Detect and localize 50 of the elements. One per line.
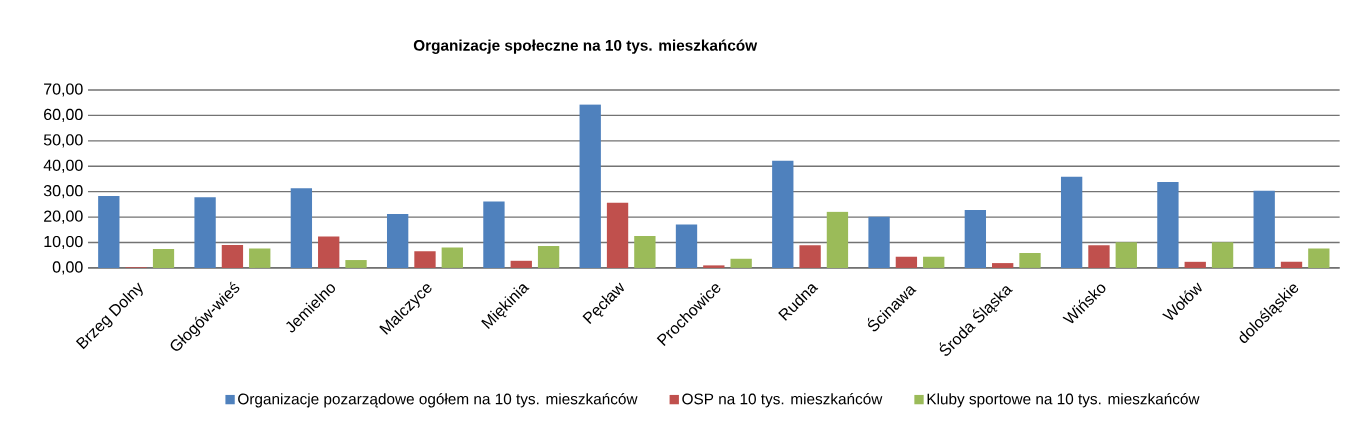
legend-label: Organizacje pozarządowe ogółem na 10 tys. mieszkańców <box>238 393 638 408</box>
y-tick-label: 50,00 <box>43 134 83 148</box>
bar <box>98 196 120 268</box>
y-tick-label: 70,00 <box>44 83 83 97</box>
chart-title: Organizacje społeczne na 10 tys. mieszkańców <box>413 39 758 54</box>
bar <box>1184 261 1206 268</box>
y-tick-label: 10,00 <box>44 235 83 250</box>
bar <box>895 256 918 268</box>
bar <box>290 188 313 268</box>
bar <box>1019 252 1041 268</box>
bar <box>923 256 945 268</box>
y-tick-label: 40,00 <box>43 159 83 173</box>
bar <box>510 260 532 268</box>
bar <box>868 216 890 268</box>
bar <box>1280 261 1303 268</box>
bar <box>221 245 244 268</box>
bar <box>772 160 794 268</box>
bar <box>1253 190 1275 268</box>
bar <box>1157 182 1179 268</box>
bar <box>1060 176 1083 268</box>
bar <box>703 265 725 268</box>
bar <box>194 197 216 268</box>
bar <box>579 104 601 268</box>
bar <box>606 202 629 268</box>
legend-label: Kluby sportowe na 10 tys. mieszkańców <box>927 393 1200 408</box>
legend-label: OSP na 10 tys. mieszkańców <box>682 393 883 408</box>
bar <box>386 214 409 268</box>
bar <box>675 224 698 268</box>
bar <box>1211 242 1234 268</box>
y-tick-label: 60,00 <box>44 108 83 123</box>
bar <box>1088 245 1110 268</box>
bar <box>414 251 436 268</box>
bar <box>1115 242 1137 268</box>
bar <box>249 248 271 268</box>
bar <box>964 210 987 268</box>
bar <box>483 201 505 268</box>
y-tick-label: 20,00 <box>44 210 83 224</box>
bar <box>730 258 752 268</box>
bar <box>826 211 849 268</box>
bar <box>318 236 340 268</box>
bar <box>634 235 656 268</box>
bar <box>537 246 560 268</box>
bar <box>992 263 1014 268</box>
y-tick-label: 0,00 <box>52 261 83 275</box>
y-tick-label: 30,00 <box>43 185 83 199</box>
bar <box>1308 248 1330 268</box>
bar <box>152 249 175 268</box>
bar <box>345 260 367 268</box>
bar <box>441 247 463 268</box>
bar <box>799 245 821 268</box>
